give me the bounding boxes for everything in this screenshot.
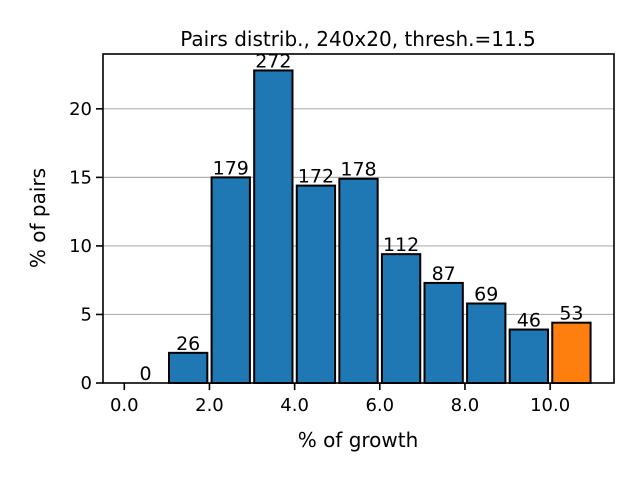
x-tick-label-5: 10.0 — [530, 395, 570, 416]
x-tick-label-3: 6.0 — [365, 395, 394, 416]
bar-6 — [380, 253, 422, 384]
data-labels: 0 26 179 272 172 178 112 87 69 46 53 — [140, 50, 584, 385]
y-axis-ticks: 0 5 10 15 20 — [69, 99, 103, 394]
bars — [168, 69, 592, 385]
y-tick-label-2: 10 — [69, 236, 92, 257]
bar-3 — [253, 69, 294, 384]
bar-count-label-5: 178 — [340, 159, 376, 181]
bar-count-label-2: 179 — [213, 157, 249, 179]
bar-count-label-1: 26 — [176, 333, 200, 355]
bar-2 — [210, 176, 251, 384]
bar-8 — [466, 302, 507, 384]
y-axis-label: % of pairs — [26, 168, 50, 268]
bar-count-label-4: 172 — [298, 166, 334, 188]
bar-count-label-10: 53 — [559, 303, 583, 325]
x-tick-label-2: 4.0 — [280, 395, 309, 416]
y-tick-label-4: 20 — [69, 99, 92, 120]
chart-title: Pairs distrib., 240x20, thresh.=11.5 — [180, 27, 536, 51]
bar-count-label-9: 46 — [517, 310, 541, 332]
y-tick-label-0: 0 — [81, 373, 92, 394]
bar-1 — [168, 351, 209, 385]
bar-4 — [295, 184, 337, 384]
x-tick-label-0: 0.0 — [110, 395, 139, 416]
y-tick-label-3: 15 — [69, 167, 92, 188]
x-axis-ticks: 0.0 2.0 4.0 6.0 8.0 10.0 — [110, 383, 570, 416]
plot-frame — [102, 53, 615, 384]
bar-count-label-3: 272 — [255, 50, 291, 72]
x-axis-label: % of growth — [298, 428, 419, 452]
x-tick-label-4: 8.0 — [451, 395, 480, 416]
bar-count-label-6: 112 — [383, 234, 419, 256]
bar-count-label-8: 69 — [474, 283, 498, 305]
bar-10 — [551, 321, 592, 384]
bar-9 — [508, 328, 549, 385]
bar-count-label-0: 0 — [140, 363, 152, 385]
bar-count-label-7: 87 — [432, 263, 456, 285]
x-tick-label-1: 2.0 — [195, 395, 224, 416]
y-tick-label-1: 5 — [81, 304, 92, 325]
bar-5 — [338, 177, 379, 384]
bar-7 — [423, 281, 464, 384]
